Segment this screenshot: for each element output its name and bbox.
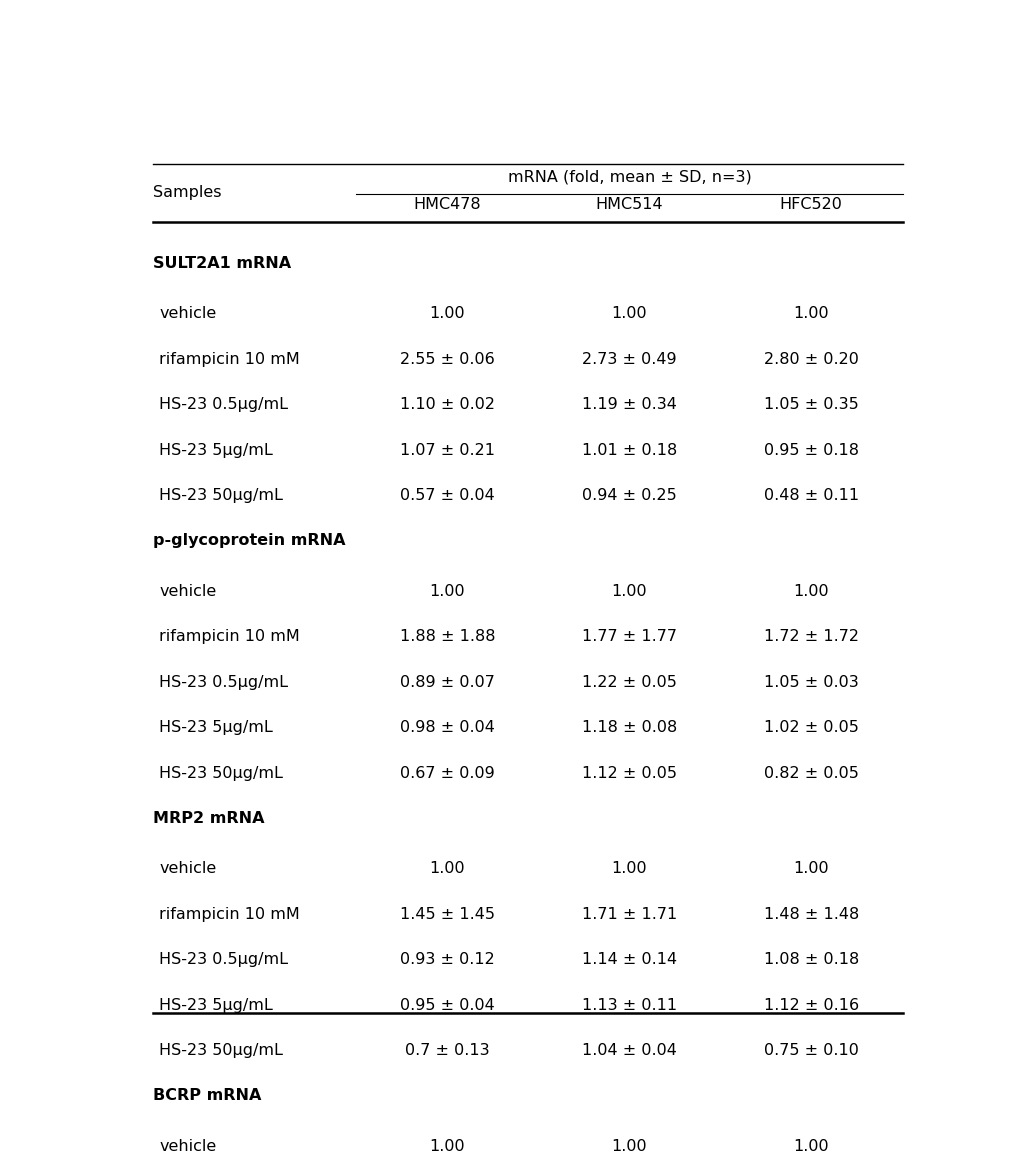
Text: 1.01 ± 0.18: 1.01 ± 0.18: [582, 443, 677, 458]
Text: rifampicin 10 mM: rifampicin 10 mM: [159, 629, 300, 644]
Text: vehicle: vehicle: [159, 306, 216, 321]
Text: 1.00: 1.00: [793, 861, 829, 876]
Text: 0.94 ± 0.25: 0.94 ± 0.25: [582, 488, 677, 503]
Text: rifampicin 10 mM: rifampicin 10 mM: [159, 906, 300, 921]
Text: 1.88 ± 1.88: 1.88 ± 1.88: [400, 629, 495, 644]
Text: 1.07 ± 0.21: 1.07 ± 0.21: [400, 443, 494, 458]
Text: 1.12 ± 0.05: 1.12 ± 0.05: [582, 765, 677, 780]
Text: 0.89 ± 0.07: 0.89 ± 0.07: [400, 675, 494, 690]
Text: HFC520: HFC520: [780, 197, 843, 212]
Text: 0.98 ± 0.04: 0.98 ± 0.04: [400, 720, 494, 735]
Text: 1.00: 1.00: [430, 861, 466, 876]
Text: SULT2A1 mRNA: SULT2A1 mRNA: [152, 255, 290, 271]
Text: 1.00: 1.00: [793, 306, 829, 321]
Text: 1.00: 1.00: [793, 584, 829, 599]
Text: vehicle: vehicle: [159, 861, 216, 876]
Text: vehicle: vehicle: [159, 1139, 216, 1154]
Text: 0.93 ± 0.12: 0.93 ± 0.12: [400, 953, 494, 968]
Text: 0.67 ± 0.09: 0.67 ± 0.09: [400, 765, 494, 780]
Text: 1.00: 1.00: [612, 861, 647, 876]
Text: 1.00: 1.00: [793, 1139, 829, 1154]
Text: 2.55 ± 0.06: 2.55 ± 0.06: [400, 351, 494, 366]
Text: 1.71 ± 1.71: 1.71 ± 1.71: [582, 906, 677, 921]
Text: HS-23 50μg/mL: HS-23 50μg/mL: [159, 488, 283, 503]
Text: 1.00: 1.00: [612, 306, 647, 321]
Text: 1.00: 1.00: [612, 584, 647, 599]
Text: HS-23 5μg/mL: HS-23 5μg/mL: [159, 998, 273, 1013]
Text: BCRP mRNA: BCRP mRNA: [152, 1088, 261, 1103]
Text: 1.05 ± 0.03: 1.05 ± 0.03: [764, 675, 859, 690]
Text: Samples: Samples: [152, 185, 221, 200]
Text: 0.75 ± 0.10: 0.75 ± 0.10: [764, 1043, 859, 1058]
Text: 1.10 ± 0.02: 1.10 ± 0.02: [400, 398, 494, 413]
Text: HMC514: HMC514: [595, 197, 663, 212]
Text: HS-23 0.5μg/mL: HS-23 0.5μg/mL: [159, 675, 288, 690]
Text: 1.08 ± 0.18: 1.08 ± 0.18: [763, 953, 859, 968]
Text: 1.02 ± 0.05: 1.02 ± 0.05: [764, 720, 859, 735]
Text: 1.14 ± 0.14: 1.14 ± 0.14: [582, 953, 677, 968]
Text: HS-23 50μg/mL: HS-23 50μg/mL: [159, 1043, 283, 1058]
Text: 2.73 ± 0.49: 2.73 ± 0.49: [582, 351, 677, 366]
Text: HS-23 0.5μg/mL: HS-23 0.5μg/mL: [159, 398, 288, 413]
Text: 0.95 ± 0.18: 0.95 ± 0.18: [764, 443, 859, 458]
Text: MRP2 mRNA: MRP2 mRNA: [152, 810, 265, 825]
Text: HS-23 0.5μg/mL: HS-23 0.5μg/mL: [159, 953, 288, 968]
Text: HMC478: HMC478: [413, 197, 481, 212]
Text: 0.7 ± 0.13: 0.7 ± 0.13: [405, 1043, 489, 1058]
Text: 0.82 ± 0.05: 0.82 ± 0.05: [764, 765, 859, 780]
Text: 1.72 ± 1.72: 1.72 ± 1.72: [764, 629, 859, 644]
Text: 1.04 ± 0.04: 1.04 ± 0.04: [582, 1043, 677, 1058]
Text: 1.00: 1.00: [430, 584, 466, 599]
Text: 1.18 ± 0.08: 1.18 ± 0.08: [582, 720, 677, 735]
Text: 1.05 ± 0.35: 1.05 ± 0.35: [764, 398, 859, 413]
Text: 1.12 ± 0.16: 1.12 ± 0.16: [763, 998, 859, 1013]
Text: 2.80 ± 0.20: 2.80 ± 0.20: [764, 351, 859, 366]
Text: rifampicin 10 mM: rifampicin 10 mM: [159, 351, 300, 366]
Text: 1.22 ± 0.05: 1.22 ± 0.05: [582, 675, 677, 690]
Text: vehicle: vehicle: [159, 584, 216, 599]
Text: mRNA (fold, mean ± SD, n=3): mRNA (fold, mean ± SD, n=3): [508, 170, 752, 185]
Text: 1.00: 1.00: [430, 306, 466, 321]
Text: p-glycoprotein mRNA: p-glycoprotein mRNA: [152, 533, 345, 548]
Text: 1.77 ± 1.77: 1.77 ± 1.77: [582, 629, 677, 644]
Text: HS-23 5μg/mL: HS-23 5μg/mL: [159, 443, 273, 458]
Text: 1.00: 1.00: [430, 1139, 466, 1154]
Text: HS-23 50μg/mL: HS-23 50μg/mL: [159, 765, 283, 780]
Text: 0.48 ± 0.11: 0.48 ± 0.11: [763, 488, 859, 503]
Text: 1.48 ± 1.48: 1.48 ± 1.48: [763, 906, 859, 921]
Text: 0.57 ± 0.04: 0.57 ± 0.04: [400, 488, 494, 503]
Text: 1.45 ± 1.45: 1.45 ± 1.45: [400, 906, 494, 921]
Text: 1.19 ± 0.34: 1.19 ± 0.34: [582, 398, 677, 413]
Text: 1.13 ± 0.11: 1.13 ± 0.11: [582, 998, 677, 1013]
Text: 0.95 ± 0.04: 0.95 ± 0.04: [400, 998, 494, 1013]
Text: 1.00: 1.00: [612, 1139, 647, 1154]
Text: HS-23 5μg/mL: HS-23 5μg/mL: [159, 720, 273, 735]
